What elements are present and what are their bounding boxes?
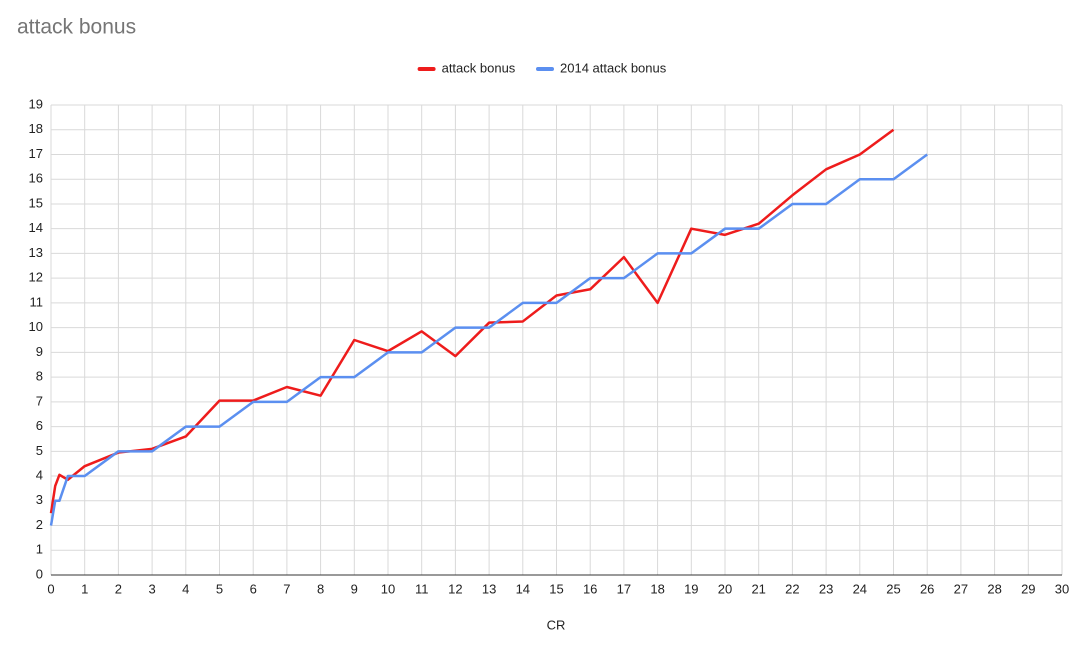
x-tick-label: 27 (954, 581, 968, 596)
x-tick-label: 19 (684, 581, 698, 596)
y-tick-label: 10 (29, 319, 43, 334)
x-tick-label: 30 (1055, 581, 1069, 596)
y-tick-label: 17 (29, 146, 43, 161)
x-tick-label: 16 (583, 581, 597, 596)
y-tick-label: 19 (29, 96, 43, 111)
x-tick-label: 17 (617, 581, 631, 596)
y-tick-label: 1 (36, 542, 43, 557)
x-tick-label: 12 (448, 581, 462, 596)
x-tick-label: 3 (148, 581, 155, 596)
x-tick-label: 24 (853, 581, 867, 596)
y-tick-label: 9 (36, 344, 43, 359)
x-tick-label: 8 (317, 581, 324, 596)
x-tick-label: 21 (751, 581, 765, 596)
x-tick-label: 11 (415, 581, 429, 596)
y-tick-label: 2 (36, 517, 43, 532)
x-tick-label: 10 (381, 581, 395, 596)
y-tick-label: 14 (29, 220, 43, 235)
y-tick-label: 7 (36, 393, 43, 408)
x-tick-label: 18 (650, 581, 664, 596)
legend-label: attack bonus (442, 60, 516, 75)
y-tick-label: 13 (29, 245, 43, 260)
x-tick-label: 23 (819, 581, 833, 596)
y-tick-label: 16 (29, 171, 43, 186)
x-tick-label: 15 (549, 581, 563, 596)
x-tick-label: 26 (920, 581, 934, 596)
x-tick-label: 13 (482, 581, 496, 596)
x-tick-label: 2 (115, 581, 122, 596)
x-tick-label: 7 (283, 581, 290, 596)
y-tick-label: 5 (36, 443, 43, 458)
x-axis-label: CR (547, 617, 566, 632)
x-tick-label: 0 (47, 581, 54, 596)
x-tick-label: 28 (987, 581, 1001, 596)
x-tick-label: 5 (216, 581, 223, 596)
series-line (49, 128, 895, 514)
x-tick-label: 14 (516, 581, 530, 596)
legend-label: 2014 attack bonus (560, 60, 667, 75)
y-tick-label: 15 (29, 195, 43, 210)
y-tick-label: 3 (36, 492, 43, 507)
x-tick-label: 20 (718, 581, 732, 596)
series-line (49, 153, 928, 526)
y-tick-label: 0 (36, 566, 43, 581)
y-tick-label: 4 (36, 467, 43, 482)
y-tick-label: 6 (36, 418, 43, 433)
x-tick-label: 9 (351, 581, 358, 596)
y-tick-label: 11 (30, 294, 44, 309)
y-tick-label: 18 (29, 121, 43, 136)
y-tick-label: 12 (29, 270, 43, 285)
x-tick-label: 6 (250, 581, 257, 596)
x-tick-label: 4 (182, 581, 189, 596)
x-tick-label: 1 (81, 581, 88, 596)
chart-title: attack bonus (17, 16, 136, 39)
x-tick-label: 29 (1021, 581, 1035, 596)
x-tick-label: 22 (785, 581, 799, 596)
x-tick-label: 25 (886, 581, 900, 596)
y-tick-label: 8 (36, 369, 43, 384)
